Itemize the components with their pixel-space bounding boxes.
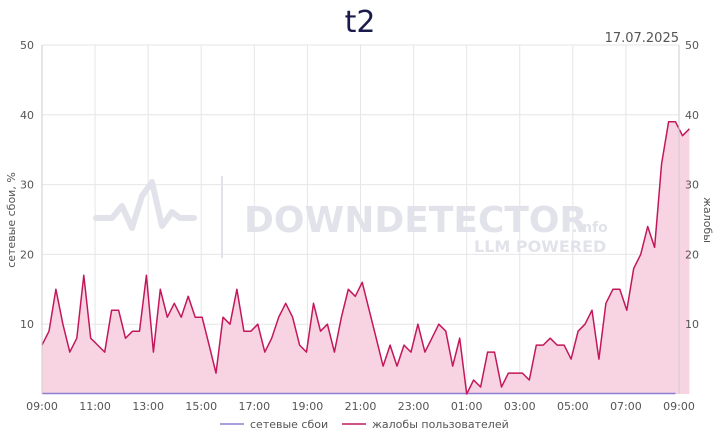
y-tick-label-left: 50: [20, 39, 34, 52]
right-axis-ticks: 10 20 30 40 50: [685, 39, 699, 331]
y-tick-label-left: 40: [20, 109, 34, 122]
x-tick-label: 09:00: [26, 400, 58, 413]
y-tick-label-left: 10: [20, 318, 34, 331]
legend-label-network: сетевые сбои: [250, 418, 328, 431]
x-tick-label: 15:00: [185, 400, 217, 413]
watermark-subtitle: LLM POWERED: [474, 237, 606, 256]
y-tick-label-left: 20: [20, 248, 34, 261]
x-tick-label: 05:00: [557, 400, 589, 413]
y-tick-label-right: 30: [685, 179, 699, 192]
watermark-brand: DOWNDETECTOR: [244, 200, 587, 241]
y-tick-label-left: 30: [20, 179, 34, 192]
complaints-area: [42, 121, 690, 395]
legend-label-complaints: жалобы пользователей: [372, 418, 509, 431]
chart-date: 17.07.2025: [605, 31, 679, 46]
x-tick-label: 09:00: [663, 400, 695, 413]
x-tick-label: 17:00: [238, 400, 270, 413]
x-tick-label: 01:00: [451, 400, 483, 413]
x-tick-label: 19:00: [292, 400, 324, 413]
legend: сетевые сбои жалобы пользователей: [220, 418, 509, 431]
x-tick-label: 07:00: [610, 400, 642, 413]
y-tick-label-right: 10: [685, 318, 699, 331]
y-tick-label-right: 50: [685, 39, 699, 52]
x-tick-label: 11:00: [79, 400, 111, 413]
y-tick-label-right: 20: [685, 248, 699, 261]
complaints-line: [41, 121, 690, 395]
x-tick-label: 13:00: [132, 400, 164, 413]
watermark-suffix: .info: [572, 220, 608, 236]
downdetector-watermark: DOWNDETECTOR .info LLM POWERED: [93, 176, 608, 258]
watermark-pulse-icon: [93, 179, 197, 231]
left-axis-ticks: 10 20 30 40 50: [20, 39, 34, 331]
x-tick-label: 03:00: [504, 400, 536, 413]
y-axis-left-label: сетевые сбои, %: [5, 172, 18, 268]
chart-title: t2: [345, 5, 376, 40]
x-tick-label: 23:00: [398, 400, 430, 413]
x-axis-ticks: 09:00 11:00 13:00 15:00 17:00 19:00 21:00 23:00…: [26, 400, 695, 413]
x-tick-label: 21:00: [345, 400, 377, 413]
y-tick-label-right: 40: [685, 109, 699, 122]
y-axis-right-label: жалобы: [701, 197, 714, 243]
